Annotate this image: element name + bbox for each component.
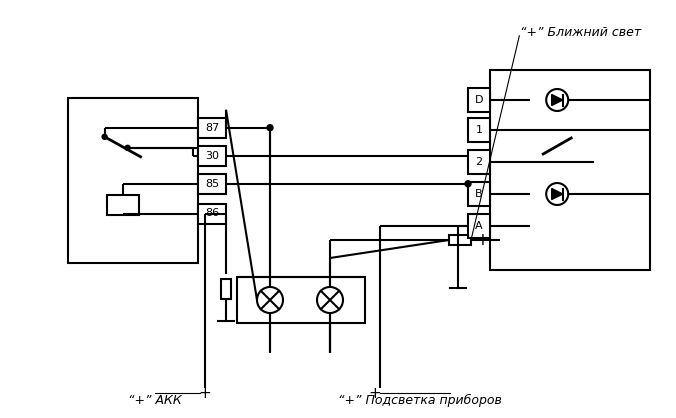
Bar	[198, 174, 226, 194]
Circle shape	[546, 89, 569, 111]
Bar	[468, 118, 490, 142]
Circle shape	[125, 145, 130, 150]
Text: 85: 85	[205, 179, 219, 189]
Bar	[198, 146, 226, 166]
Text: 30: 30	[205, 151, 219, 161]
Text: “+” Подсветка приборов: “+” Подсветка приборов	[338, 393, 502, 407]
Bar	[68, 98, 198, 263]
Text: 86: 86	[205, 209, 219, 219]
Text: “+” АКК: “+” АКК	[128, 393, 182, 406]
Bar	[237, 277, 365, 323]
Bar	[221, 278, 231, 298]
Text: B: B	[475, 189, 483, 199]
Text: “+” Ближний свет: “+” Ближний свет	[520, 26, 641, 39]
Circle shape	[465, 181, 471, 187]
Polygon shape	[552, 94, 562, 105]
Bar	[468, 88, 490, 112]
Text: +: +	[475, 231, 489, 249]
Text: 1: 1	[475, 125, 483, 135]
Circle shape	[546, 183, 569, 205]
Bar	[198, 204, 226, 224]
Circle shape	[102, 134, 107, 139]
Bar	[449, 235, 471, 245]
Circle shape	[317, 287, 343, 313]
Circle shape	[257, 287, 283, 313]
Polygon shape	[552, 189, 562, 199]
Text: A: A	[475, 221, 483, 231]
Text: 87: 87	[205, 123, 219, 133]
Bar	[198, 118, 226, 138]
Bar	[490, 70, 650, 270]
Text: +: +	[199, 385, 212, 400]
Bar	[468, 150, 490, 174]
Bar	[468, 214, 490, 238]
Circle shape	[267, 125, 273, 131]
Text: 2: 2	[475, 157, 483, 167]
Bar	[468, 182, 490, 206]
Text: +: +	[368, 385, 381, 400]
Bar	[107, 195, 139, 215]
Text: D: D	[475, 95, 483, 105]
